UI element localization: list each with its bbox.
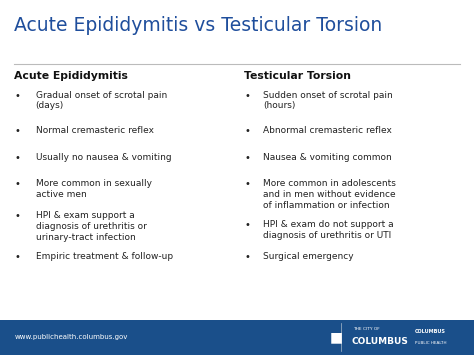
Text: More common in sexually
active men: More common in sexually active men [36,179,152,199]
Text: www.publichealth.columbus.gov: www.publichealth.columbus.gov [14,334,128,340]
Text: More common in adolescents
and in men without evidence
of inflammation or infect: More common in adolescents and in men wi… [263,179,396,210]
Text: Testicular Torsion: Testicular Torsion [244,71,351,81]
Text: •: • [244,126,250,136]
Text: Acute Epididymitis vs Testicular Torsion: Acute Epididymitis vs Testicular Torsion [14,16,383,35]
Text: Normal cremasteric reflex: Normal cremasteric reflex [36,126,154,135]
Text: Sudden onset of scrotal pain
(hours): Sudden onset of scrotal pain (hours) [263,91,393,110]
Text: HPI & exam do not support a
diagnosis of urethritis or UTI: HPI & exam do not support a diagnosis of… [263,220,394,240]
Text: •: • [244,153,250,163]
Text: COLUMBUS: COLUMBUS [415,329,446,334]
Text: HPI & exam support a
diagnosis of urethritis or
urinary-tract infection: HPI & exam support a diagnosis of urethr… [36,211,146,242]
Text: •: • [14,91,20,100]
Text: Nausea & vomiting common: Nausea & vomiting common [263,153,392,162]
Text: Empiric treatment & follow-up: Empiric treatment & follow-up [36,252,173,261]
Text: Gradual onset of scrotal pain
(days): Gradual onset of scrotal pain (days) [36,91,167,110]
Text: •: • [244,220,250,230]
Text: Abnormal cremasteric reflex: Abnormal cremasteric reflex [263,126,392,135]
Bar [0,320,474,355]
Text: •: • [244,91,250,100]
Text: •: • [14,153,20,163]
Text: Surgical emergency: Surgical emergency [263,252,354,261]
Text: •: • [244,179,250,189]
Text: •: • [14,126,20,136]
Text: COLUMBUS: COLUMBUS [352,337,409,346]
Text: •: • [14,179,20,189]
Text: THE CITY OF: THE CITY OF [353,327,380,332]
Text: •: • [14,211,20,221]
Text: PUBLIC HEALTH: PUBLIC HEALTH [415,340,446,345]
Text: •: • [14,252,20,262]
Text: •: • [244,252,250,262]
Text: Usually no nausea & vomiting: Usually no nausea & vomiting [36,153,171,162]
Text: ■: ■ [329,330,343,344]
Text: Acute Epididymitis: Acute Epididymitis [14,71,128,81]
